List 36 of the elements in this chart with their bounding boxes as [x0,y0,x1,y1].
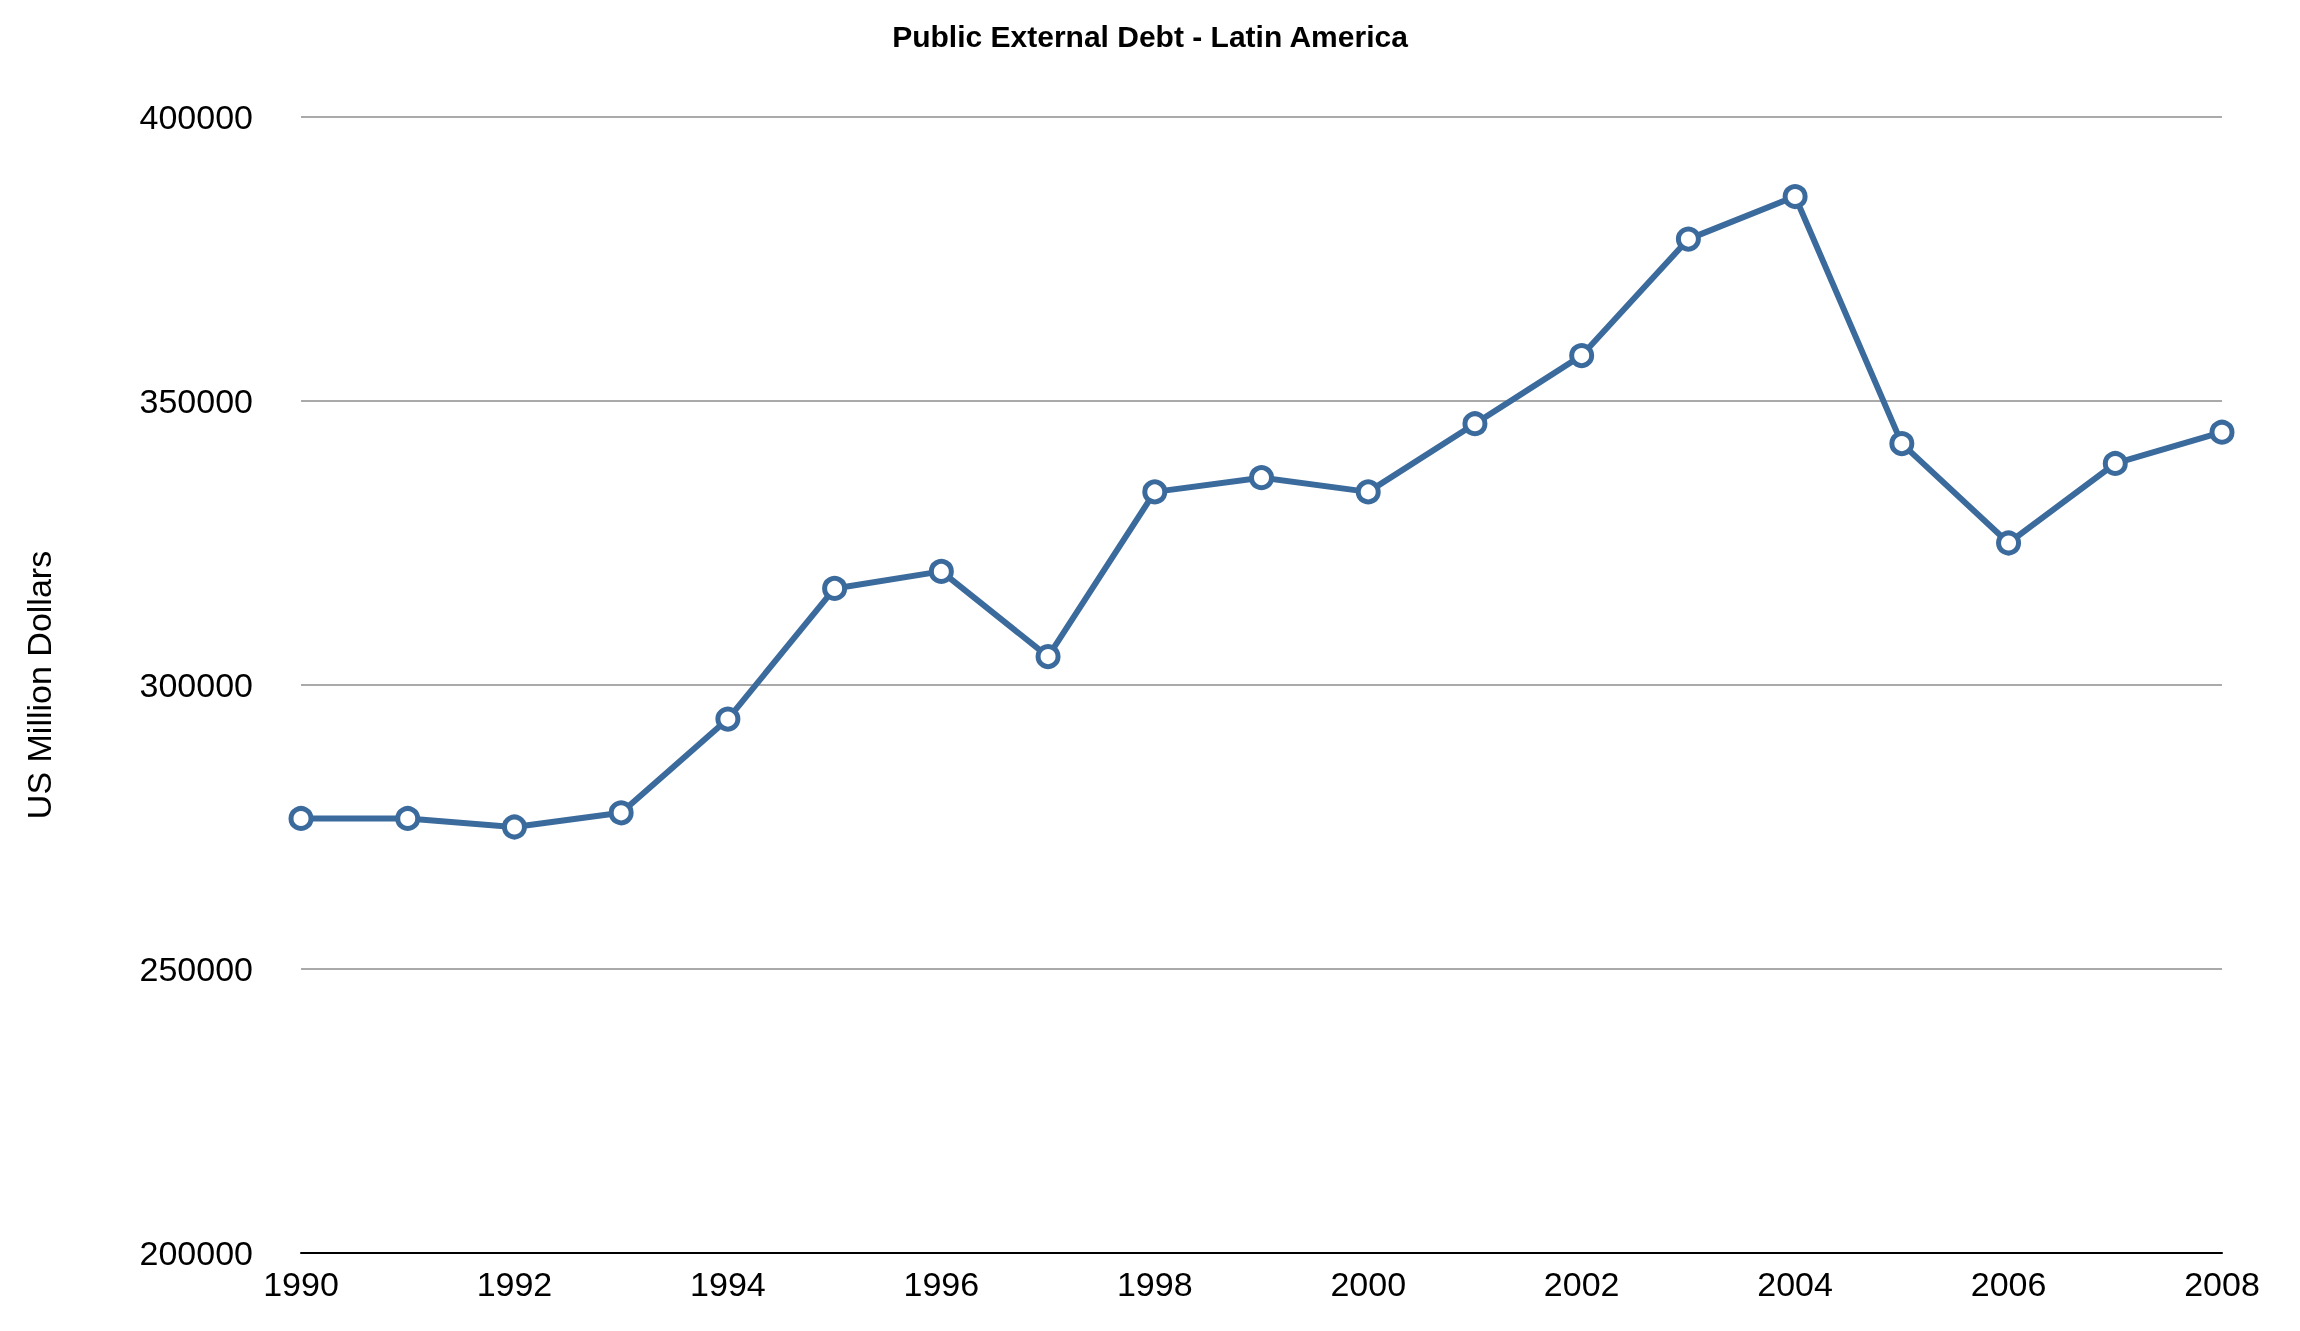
x-tick-label: 2008 [2184,1265,2260,1303]
point [1782,184,1808,210]
point [715,706,741,732]
x-tick-label: 2002 [1543,1265,1620,1303]
point [395,805,421,831]
x-tick-label: 1994 [690,1265,766,1303]
point [1249,465,1274,491]
point [928,558,954,584]
y-tick-label: 350000 [139,382,253,420]
x-tick-label: 1992 [476,1265,553,1303]
x-tick-label: 2000 [1330,1265,1407,1303]
chart-title: Public External Debt - Latin America [892,19,1409,53]
x-tick-label: 2004 [1757,1265,1833,1303]
point [1355,479,1381,505]
x-tick-label: 1990 [263,1265,339,1303]
y-axis-title: US Million Dollars [20,550,58,820]
point [1996,530,2022,556]
point [608,800,634,826]
y-tick-label: 250000 [139,950,253,988]
point [288,805,314,831]
point [1675,226,1701,252]
point [501,814,527,840]
point [1142,479,1168,505]
y-tick-label: 300000 [139,666,253,704]
point [2102,450,2128,476]
point [2209,419,2235,445]
x-tick-label: 1998 [1116,1265,1193,1303]
point [822,575,848,601]
point [1889,431,1915,457]
x-tick-label: 2006 [1970,1265,2047,1303]
point [1035,644,1061,670]
x-tick-label: 1996 [903,1265,980,1303]
point [1462,411,1488,437]
point [1569,343,1595,369]
y-tick-label: 200000 [139,1234,253,1272]
y-tick-label: 400000 [139,98,253,136]
